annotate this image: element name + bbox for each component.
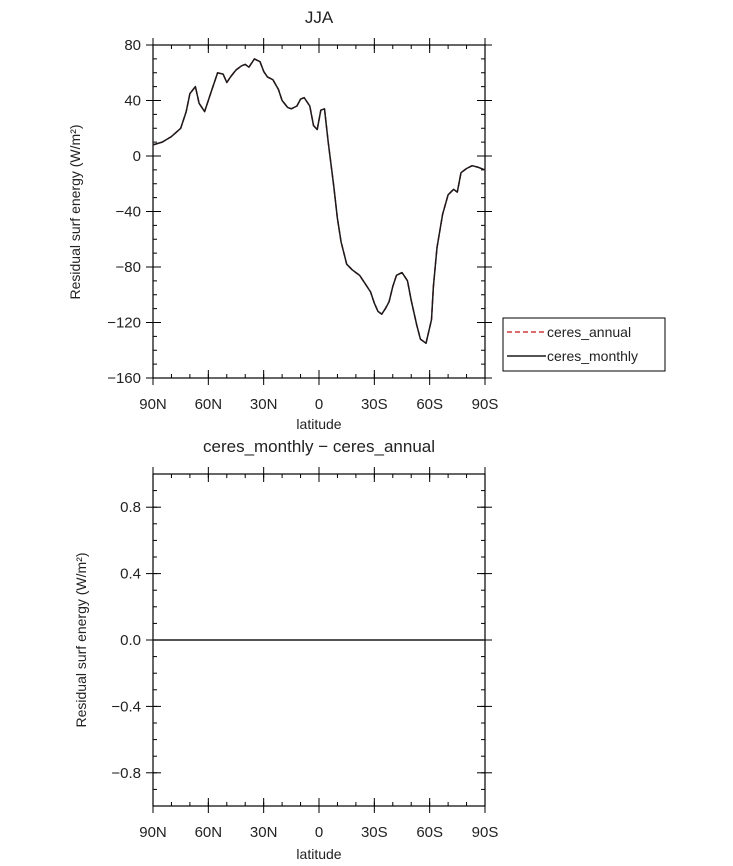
chart-bottom-x-ticks: 90N 60N 30N 0 30S 60S 90S bbox=[139, 467, 498, 841]
x-tick-label: 60S bbox=[416, 824, 443, 841]
chart-top-series bbox=[152, 58, 486, 345]
y-tick-label: −160 bbox=[107, 370, 141, 387]
chart-top-ylabel: Residual surf energy (W/m²) bbox=[67, 124, 83, 299]
chart-top-title: JJA bbox=[305, 8, 334, 27]
chart-top-x-ticks: 90N 60N 30N 0 30S 60S 90S bbox=[139, 38, 498, 413]
x-tick-label: 30S bbox=[361, 824, 388, 841]
chart-top-xlabel: latitude bbox=[296, 416, 341, 432]
chart-bottom-xlabel: latitude bbox=[296, 846, 341, 862]
chart-top: JJA 80 40 0 −40 −80 −120 −160 90N 60N 30N 0 30S 60S… bbox=[67, 8, 498, 432]
x-tick-label: 90S bbox=[472, 396, 499, 413]
series-line-ceres-annual bbox=[152, 58, 486, 345]
chart-bottom-title: ceres_monthly − ceres_annual bbox=[203, 437, 435, 456]
x-tick-label: 90S bbox=[472, 824, 499, 841]
x-tick-label: 30S bbox=[361, 396, 388, 413]
y-tick-label: 0.8 bbox=[120, 499, 141, 516]
series-line-ceres-monthly bbox=[152, 58, 486, 345]
chart-bottom-ylabel: Residual surf energy (W/m²) bbox=[73, 552, 89, 727]
chart-bottom: ceres_monthly − ceres_annual 0.8 0.4 0.0 −0… bbox=[73, 437, 498, 862]
y-tick-label: 0 bbox=[133, 148, 141, 165]
legend-monthly-label: ceres_monthly bbox=[547, 348, 638, 364]
y-tick-label: −40 bbox=[116, 204, 141, 221]
x-tick-label: 30N bbox=[250, 824, 278, 841]
x-tick-label: 90N bbox=[139, 396, 167, 413]
y-tick-label: −0.4 bbox=[111, 698, 141, 715]
y-tick-label: 40 bbox=[124, 93, 141, 110]
chart-bottom-y-ticks: 0.8 0.4 0.0 −0.4 −0.8 bbox=[111, 499, 492, 782]
y-tick-label: −120 bbox=[107, 315, 141, 332]
y-tick-label: −80 bbox=[116, 259, 141, 276]
y-tick-label: 0.4 bbox=[120, 566, 141, 583]
x-tick-label: 60S bbox=[416, 396, 443, 413]
legend: ceres_annual ceres_monthly bbox=[502, 317, 666, 372]
x-tick-label: 90N bbox=[139, 824, 167, 841]
x-tick-label: 60N bbox=[195, 824, 223, 841]
legend-annual-label: ceres_annual bbox=[547, 324, 631, 340]
x-tick-label: 0 bbox=[315, 824, 323, 841]
y-tick-label: −0.8 bbox=[111, 765, 141, 782]
chart-top-minor-ticks bbox=[152, 44, 486, 379]
legend-box bbox=[502, 317, 666, 372]
x-tick-label: 60N bbox=[195, 396, 223, 413]
y-tick-label: 80 bbox=[124, 37, 141, 54]
y-tick-label: 0.0 bbox=[120, 632, 141, 649]
chart-top-y-ticks: 80 40 0 −40 −80 −120 −160 bbox=[107, 37, 492, 387]
x-tick-label: 0 bbox=[315, 396, 323, 413]
x-tick-label: 30N bbox=[250, 396, 278, 413]
chart-top-frame bbox=[152, 44, 486, 379]
